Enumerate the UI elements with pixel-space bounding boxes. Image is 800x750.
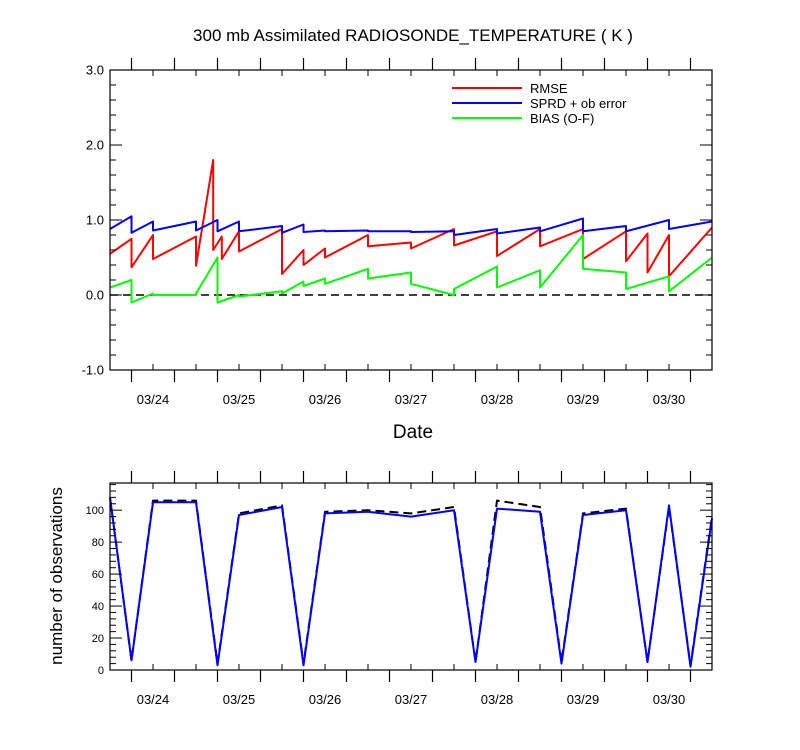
top-xtick-label: 03/24: [137, 392, 170, 407]
top-series-group: [109, 159, 713, 304]
top-ytick-label: 1.0: [86, 213, 104, 228]
top-ytick-label: 3.0: [86, 63, 104, 78]
top-xtick-label: 03/28: [481, 392, 514, 407]
bottom-ytick-label: 80: [92, 537, 104, 549]
bottom-series-possible: [109, 497, 713, 667]
bottom-series-group: [109, 497, 713, 668]
top-series-bias-o-f: [109, 234, 713, 304]
y-axis-label-observations: number of observations: [47, 487, 66, 665]
top-xtick-label: 03/27: [395, 392, 428, 407]
bottom-ytick-label: 60: [92, 569, 104, 581]
bottom-axes: 0 20 40 60 80 100 03/24 03/25 03/26 03/27 03/28 03/…: [86, 471, 713, 707]
top-xtick-label: 03/29: [567, 392, 600, 407]
top-xtick-label: 03/30: [653, 392, 686, 407]
legend-label: RMSE: [530, 81, 568, 96]
top-series-rmse: [109, 159, 713, 278]
chart-title: 300 mb Assimilated RADIOSONDE_TEMPERATUR…: [193, 26, 633, 45]
bottom-plot: 0 20 40 60 80 100 03/24 03/25 03/26 03/27 03/28 03/…: [86, 471, 713, 707]
x-axis-label: Date: [393, 422, 433, 443]
top-axes: -1.0 0.0 1.0 2.0 3.0 03/24 03/25 03/26 03/27 03/2…: [82, 58, 713, 407]
bottom-xtick-label: 03/29: [567, 692, 600, 707]
bottom-ytick-label: 40: [92, 601, 104, 613]
legend-label: SPRD + ob error: [530, 96, 627, 111]
bottom-xtick-label: 03/25: [223, 692, 256, 707]
top-plot-frame: [109, 69, 713, 371]
top-ytick-label: 2.0: [86, 138, 104, 153]
top-series-sprd-ob-error: [109, 215, 713, 236]
top-ytick-label: 0.0: [86, 288, 104, 303]
bottom-xtick-label: 03/28: [481, 692, 514, 707]
bottom-xtick-label: 03/26: [309, 692, 342, 707]
bottom-xtick-label: 03/24: [137, 692, 170, 707]
bottom-xtick-label: 03/27: [395, 692, 428, 707]
bottom-ytick-label: 0: [98, 665, 104, 677]
bottom-xtick-label: 03/30: [653, 692, 686, 707]
top-ytick-label: -1.0: [82, 363, 104, 378]
top-plot: -1.0 0.0 1.0 2.0 3.0 03/24 03/25 03/26 03/27 03/2…: [82, 58, 713, 407]
legend-label: BIAS (O-F): [530, 111, 594, 126]
top-xtick-label: 03/25: [223, 392, 256, 407]
top-xtick-label: 03/26: [309, 392, 342, 407]
bottom-series-assimilated: [109, 497, 713, 668]
bottom-ytick-label: 100: [86, 505, 104, 517]
bottom-ytick-label: 20: [92, 633, 104, 645]
